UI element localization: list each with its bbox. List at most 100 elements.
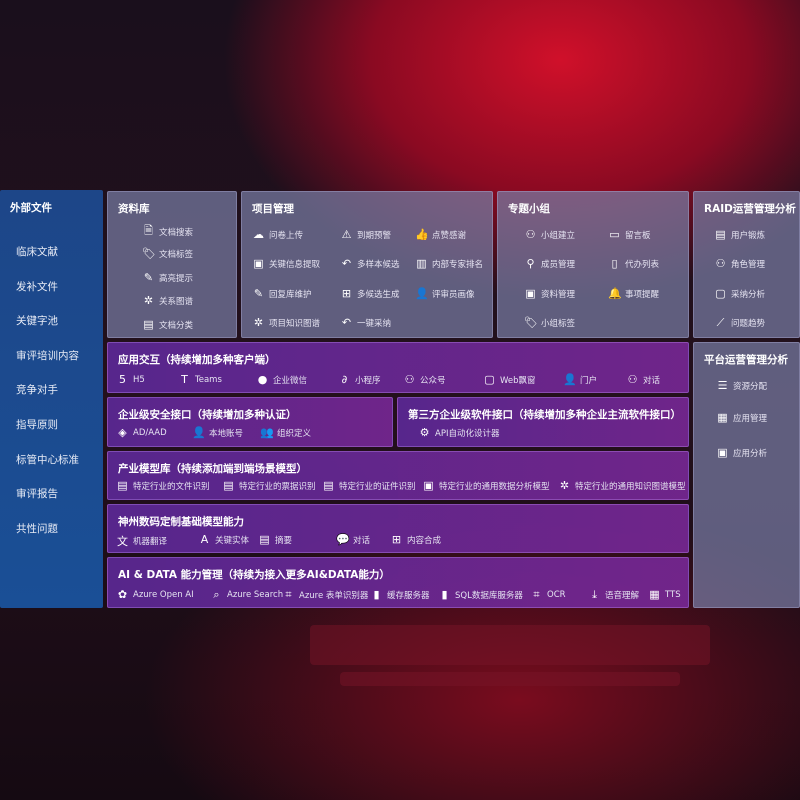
project-item[interactable]: 👍 点赞感谢 (415, 228, 466, 241)
sidebar-item[interactable]: 临床文献 (16, 246, 58, 258)
project-item[interactable]: ✎ 回复库维护 (252, 287, 312, 300)
search-icon: ⌕ (213, 588, 220, 601)
group-item[interactable]: 🔔 事项提醒 (608, 287, 659, 300)
interaction-item[interactable]: 5 H5 (116, 373, 145, 386)
interaction-item[interactable]: 👤 门户 (563, 373, 597, 386)
industry-item[interactable]: ▤ 特定行业的文件识别 (116, 479, 209, 492)
project-item[interactable]: 👤 评审员画像 (415, 287, 475, 300)
group-item[interactable]: ▣ 资料管理 (524, 287, 575, 300)
raid-item[interactable]: ⚇ 角色管理 (714, 257, 765, 270)
library-item[interactable]: ✎ 高亮提示 (142, 271, 193, 284)
ai-item[interactable]: ⌗ Azure 表单识别器 (282, 588, 368, 602)
ai-panel: AI & DATA 能力管理（持续为接入更多AI&DATA能力） ✿ Azure O… (107, 557, 689, 608)
interaction-panel: 应用交互（持续增加多种客户端） 5 H5 T Teams ● 企业微信 ∂ 小程序 ⚇ 公众号 ▢ We… (107, 342, 689, 393)
base-item[interactable]: 💬 对话 (336, 533, 370, 546)
ocr-icon: ⌗ (533, 588, 540, 601)
project-item-label: 多样本候选 (357, 259, 400, 270)
industry-item-label: 特定行业的通用知识图谱模型 (575, 481, 686, 492)
ai-item[interactable]: ⌕ Azure Search (210, 588, 283, 602)
project-item[interactable]: ▥ 内部专家排名 (415, 257, 483, 270)
miniprogram-icon: ∂ (341, 373, 348, 386)
sidebar-item[interactable]: 共性问题 (16, 522, 58, 535)
left-sidebar-title: 外部文件 (10, 202, 52, 214)
library-item-label: 文档分类 (159, 320, 194, 331)
platform-item[interactable]: ▣ 应用分析 (716, 446, 767, 459)
industry-item[interactable]: ▤ 特定行业的证件识别 (322, 479, 415, 492)
teams-icon: T (181, 373, 188, 386)
group-title: 专题小组 (508, 203, 550, 215)
sidebar-item[interactable]: 竞争对手 (16, 384, 58, 397)
base-item[interactable]: ⊞ 内容合成 (390, 533, 441, 546)
group-item[interactable]: ⚲ 成员管理 (524, 257, 575, 270)
project-item[interactable]: ⚠ 到期预警 (340, 228, 391, 241)
thirdparty-item[interactable]: ⚙ API自动化设计器 (418, 426, 500, 439)
speech-icon: ⤓ (592, 588, 597, 601)
industry-item[interactable]: ▤ 特定行业的票据识别 (222, 479, 315, 492)
library-item[interactable]: 🏷 文档标签 (142, 247, 193, 260)
sidebar-item[interactable]: 审评报告 (16, 488, 58, 501)
group-item[interactable]: ▭ 留言板 (608, 228, 651, 241)
sidebar-item[interactable]: 审评培训内容 (16, 349, 79, 362)
ai-item[interactable]: ▮ 缓存服务器 (370, 588, 429, 601)
edit-icon: ✎ (253, 287, 264, 300)
library-item[interactable]: ✲ 关系图谱 (142, 294, 193, 307)
ai-item[interactable]: ▦ TTS (648, 588, 680, 601)
industry-item[interactable]: ✲ 特定行业的通用知识图谱模型 (558, 479, 686, 492)
security-item[interactable]: ◈ AD/AAD (116, 426, 167, 439)
base-item[interactable]: ▤ 摘要 (258, 533, 292, 546)
library-item-label: 文档搜索 (159, 227, 194, 238)
industry-item[interactable]: ▣ 特定行业的通用数据分析模型 (422, 479, 549, 492)
group-item[interactable]: ▯ 代办列表 (608, 257, 659, 270)
security-item[interactable]: 👤 本地账号 (192, 426, 243, 439)
library-item-label: 文档标签 (159, 249, 194, 260)
project-item[interactable]: ✲ 项目知识图谱 (252, 316, 320, 329)
group-item-label: 留言板 (625, 230, 651, 241)
interaction-item[interactable]: ∂ 小程序 (338, 373, 381, 386)
interaction-item[interactable]: ⚇ 公众号 (403, 373, 446, 386)
interaction-item[interactable]: ● 企业微信 (256, 373, 307, 386)
doc-search-icon: 🗎 (144, 224, 153, 237)
security-item[interactable]: 👥 组织定义 (260, 426, 311, 439)
ai-item-label: Azure Search (227, 590, 284, 600)
platform-item[interactable]: ☰ 资源分配 (716, 379, 767, 392)
project-item-label: 问卷上传 (269, 230, 304, 241)
base-item-label: 内容合成 (407, 535, 442, 546)
group-item[interactable]: 🏷 小组标签 (524, 316, 575, 329)
raid-item[interactable]: ⟋ 问题趋势 (714, 316, 765, 330)
project-item[interactable]: ↶ 多样本候选 (340, 257, 400, 270)
group-item[interactable]: ⚇ 小组建立 (524, 228, 575, 241)
sidebar-item[interactable]: 指导原则 (16, 419, 58, 431)
project-item-label: 评审员画像 (432, 289, 475, 300)
ai-item[interactable]: ⌗ OCR (530, 588, 565, 602)
interaction-item[interactable]: ▢ Web飘窗 (483, 373, 535, 386)
security-item-label: AD/AAD (133, 427, 167, 438)
openai-icon: ✿ (117, 588, 128, 601)
interaction-item[interactable]: ⚇ 对话 (626, 373, 660, 386)
library-item[interactable]: 🗎 文档搜索 (142, 222, 193, 241)
ai-item[interactable]: ⤓ 语音理解 (588, 588, 639, 602)
library-item[interactable]: ▤ 文档分类 (142, 318, 193, 331)
ai-item[interactable]: ✿ Azure Open AI (116, 588, 194, 601)
apps-icon: ▦ (717, 411, 728, 424)
project-item[interactable]: ☁ 问卷上传 (252, 228, 303, 241)
reply-icon: ↶ (341, 316, 352, 329)
interaction-item[interactable]: T Teams (178, 373, 222, 386)
project-item[interactable]: ↶ 一键采纳 (340, 316, 391, 329)
portal-icon: 👤 (563, 373, 577, 386)
ai-item-label: SQL数据库服务器 (455, 590, 523, 601)
project-item[interactable]: ▣ 关键信息提取 (252, 257, 320, 270)
ai-item-label: Azure 表单识别器 (299, 591, 369, 601)
raid-item[interactable]: ▤ 用户锻炼 (714, 228, 765, 241)
group-item-label: 成员管理 (541, 259, 576, 270)
sidebar-item[interactable]: 标管中心标准 (16, 453, 79, 466)
project-item[interactable]: ⊞ 多候选生成 (340, 287, 400, 300)
cache-icon: ▮ (373, 588, 380, 601)
sidebar-item[interactable]: 发补文件 (16, 280, 58, 293)
raid-item[interactable]: ▢ 采纳分析 (714, 287, 765, 300)
base-item[interactable]: A 关键实体 (198, 533, 249, 546)
ai-item[interactable]: ▮ SQL数据库服务器 (438, 588, 523, 601)
sidebar-item[interactable]: 关键字池 (16, 315, 58, 328)
raid-item-label: 采纳分析 (731, 289, 766, 300)
base-item[interactable]: 文机器翻译 (116, 533, 167, 549)
platform-item[interactable]: ▦ 应用管理 (716, 411, 767, 424)
